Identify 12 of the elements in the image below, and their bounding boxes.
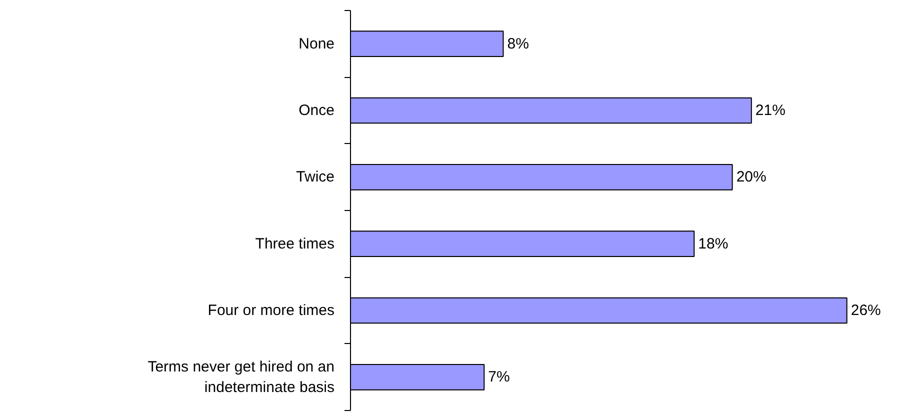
- data-label: 7%: [488, 368, 510, 386]
- y-tick-label: Terms never get hired on an indeterminate basis: [148, 358, 335, 396]
- data-label: 20%: [736, 168, 766, 186]
- y-tick-label: None: [298, 35, 334, 52]
- data-label: 18%: [698, 235, 728, 252]
- data-label: 26%: [850, 302, 881, 319]
- y-tick-label: Four or more times: [208, 302, 335, 319]
- y-tick-label: Twice: [296, 168, 334, 186]
- data-label: 8%: [507, 35, 529, 52]
- y-tick-label: Three times: [255, 235, 335, 252]
- data-label: 21%: [755, 102, 786, 119]
- y-tick-label: Once: [298, 102, 335, 119]
